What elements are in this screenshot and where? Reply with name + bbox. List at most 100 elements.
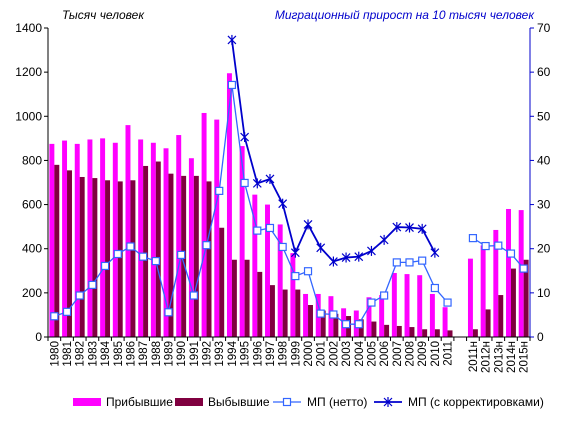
left-tick-label: 800 <box>22 153 42 167</box>
right-tick-label: 20 <box>537 242 551 256</box>
x-tick-label: 1990 <box>176 341 188 367</box>
legend-swatch <box>73 398 101 406</box>
marker-square <box>177 250 186 259</box>
bar-arrived <box>379 295 385 337</box>
x-tick-label: 1981 <box>62 341 74 367</box>
legend: Прибывшие Выбывшие МП (нетто) МП (с коррект… <box>73 395 544 409</box>
x-tick-label: 2008 <box>405 341 417 367</box>
x-tick-label: 2015н <box>519 341 531 373</box>
marker-square <box>418 256 427 265</box>
bar-departed <box>472 329 478 337</box>
x-tick-label: 1992 <box>202 341 214 367</box>
bar-departed <box>143 165 149 337</box>
bar-departed <box>485 309 491 337</box>
x-tick-label: 1996 <box>252 341 264 367</box>
left-tick-label: 0 <box>35 330 42 344</box>
bar-departed <box>67 170 72 337</box>
bar-departed <box>219 227 225 337</box>
bar-arrived <box>391 272 397 337</box>
marker-square <box>392 258 401 267</box>
right-tick-label: 70 <box>537 21 551 35</box>
bar-arrived <box>442 307 448 337</box>
bar-arrived <box>87 139 93 337</box>
legend-item: МП (нетто) <box>273 395 367 409</box>
x-tick-label: 2000 <box>303 341 315 367</box>
x-tick-label: 1983 <box>87 341 99 367</box>
bar-arrived <box>303 293 309 337</box>
marker-square <box>100 261 110 271</box>
marker-star <box>227 34 237 45</box>
marker-square <box>430 283 439 293</box>
bar-departed <box>523 259 529 337</box>
bar-arrived <box>506 208 511 337</box>
bar-arrived <box>201 112 207 337</box>
bar-arrived <box>74 143 80 338</box>
marker-square <box>189 291 198 300</box>
marker-square <box>126 242 135 251</box>
bar-departed <box>54 164 60 337</box>
legend-swatch <box>175 398 203 406</box>
marker-star <box>354 251 364 262</box>
bar-departed <box>384 324 390 337</box>
left-tick-label: 200 <box>22 286 42 300</box>
x-tick-label: 1991 <box>189 341 201 367</box>
bar-departed <box>422 329 428 337</box>
marker-square <box>215 186 224 195</box>
x-tick-label: 1985 <box>113 341 125 367</box>
marker-square <box>481 241 490 251</box>
right-tick-label: 50 <box>537 109 551 123</box>
bar-arrived <box>49 143 55 338</box>
x-tick-label: 2010 <box>430 341 442 367</box>
bar-departed <box>282 289 288 337</box>
marker-square <box>62 307 72 316</box>
bar-arrived <box>404 274 410 337</box>
bar-departed <box>510 268 516 337</box>
bar-departed <box>168 173 174 337</box>
marker-square <box>291 271 300 281</box>
legend-label: Выбывшие <box>208 395 270 409</box>
marker-square <box>506 249 516 258</box>
x-tick-label: 2002 <box>328 341 340 367</box>
right-tick-label: 0 <box>537 330 544 344</box>
marker-star <box>316 242 326 253</box>
x-tick-label: 1997 <box>265 341 277 367</box>
marker-square <box>227 80 237 90</box>
left-tick-label: 1200 <box>15 65 42 79</box>
bar-departed <box>155 161 161 337</box>
left-tick-label: 600 <box>22 198 42 212</box>
bar-arrived <box>290 253 296 337</box>
bar-departed <box>447 330 453 337</box>
left-tick-label: 1000 <box>15 109 42 123</box>
bar-arrived <box>467 258 473 337</box>
x-tick-label: 2011н <box>468 341 480 372</box>
bar-departed <box>269 285 275 337</box>
marker-star <box>252 178 262 189</box>
marker-square <box>443 298 452 307</box>
series-line-adjusted <box>231 39 436 263</box>
x-tick-label: 2012н <box>481 341 493 373</box>
x-tick-label: 1989 <box>164 341 176 367</box>
bar-arrived <box>150 142 156 337</box>
marker-square <box>405 258 414 267</box>
x-tick-label: 2009 <box>417 341 429 367</box>
marker-square <box>341 320 351 329</box>
bar-arrived <box>239 146 245 337</box>
marker-star <box>328 256 338 267</box>
marker-square <box>265 223 275 233</box>
bar-departed <box>308 305 313 337</box>
marker-square <box>354 320 363 329</box>
x-tick-label: 2005 <box>366 341 378 367</box>
right-tick-label: 10 <box>537 286 551 300</box>
legend-item: МП (с корректировками) <box>374 395 544 409</box>
x-tick-label: 2006 <box>379 341 391 367</box>
bar-arrived <box>265 204 270 337</box>
right-tick-label: 30 <box>537 198 551 212</box>
x-tick-label: 2007 <box>392 341 404 367</box>
marker-square <box>202 241 211 250</box>
bar-arrived <box>112 142 118 337</box>
plot-area: 0 200 400 600 800 1000 1200 1400 0 10 20 30 40 50 60 70… <box>15 21 550 373</box>
bar-arrived <box>417 275 423 337</box>
legend-item: Выбывшие <box>175 395 270 409</box>
marker-square <box>113 249 122 259</box>
bar-departed <box>193 175 199 337</box>
